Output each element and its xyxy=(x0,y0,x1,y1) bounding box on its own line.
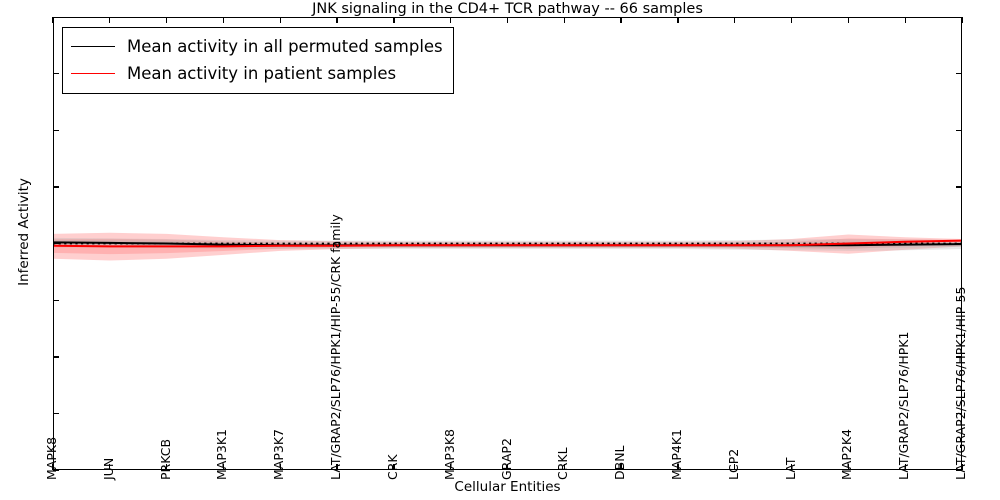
chart-legend: Mean activity in all permuted samples Me… xyxy=(62,27,454,94)
x-tick-mark xyxy=(961,17,963,23)
x-tick-mark xyxy=(734,17,736,23)
x-tick-mark xyxy=(336,17,338,23)
x-tick-mark xyxy=(109,17,111,23)
x-tick-mark xyxy=(904,17,906,23)
x-tick-mark xyxy=(563,17,565,23)
legend-item-patient: Mean activity in patient samples xyxy=(71,60,443,87)
x-tick-label: MAP2K4 xyxy=(839,429,855,480)
y-tick-mark xyxy=(956,16,962,18)
y-tick-mark xyxy=(956,412,962,415)
legend-swatch-patient-line xyxy=(71,73,115,74)
x-tick-label: LAT/GRAP2/SLP76/HPK1/HIP-55/CRK family xyxy=(328,214,344,480)
legend-item-permuted: Mean activity in all permuted samples xyxy=(71,33,443,60)
x-tick-label: CRK xyxy=(384,454,400,480)
x-tick-mark xyxy=(847,464,850,470)
y-tick-mark xyxy=(53,356,59,358)
x-tick-mark xyxy=(222,17,225,23)
x-tick-mark xyxy=(961,464,963,470)
y-tick-mark xyxy=(956,73,962,75)
x-tick-mark xyxy=(677,17,679,23)
x-tick-mark xyxy=(847,17,850,23)
x-tick-mark xyxy=(677,464,679,470)
x-tick-label: LAT/GRAP2/SLP76/HPK1/HIP-55 xyxy=(953,286,968,480)
legend-swatch-permuted-line xyxy=(71,46,115,47)
y-tick-mark xyxy=(956,299,962,301)
x-tick-mark xyxy=(336,464,338,470)
x-tick-label: LAT/GRAP2/SLP76/HPK1 xyxy=(896,331,912,480)
x-tick-label: LAT xyxy=(782,457,798,480)
y-tick-mark xyxy=(53,469,59,471)
x-tick-mark xyxy=(222,464,225,470)
y-tick-mark xyxy=(956,186,962,188)
x-tick-label: GRAP2 xyxy=(498,438,514,480)
x-tick-mark xyxy=(790,17,793,23)
x-tick-mark xyxy=(563,464,565,470)
chart-title: JNK signaling in the CD4+ TCR pathway --… xyxy=(312,0,703,17)
plot-area xyxy=(53,232,962,261)
y-tick-mark xyxy=(53,412,59,415)
x-tick-label: JUN xyxy=(100,457,116,480)
x-tick-label: DBNL xyxy=(612,445,628,480)
x-axis-label: Cellular Entities xyxy=(454,479,561,495)
y-tick-mark xyxy=(53,129,59,132)
x-tick-mark xyxy=(620,17,622,23)
x-tick-mark xyxy=(165,17,168,23)
x-tick-label: CRKL xyxy=(555,447,571,480)
x-tick-mark xyxy=(734,464,736,470)
x-tick-label: MAP4K1 xyxy=(668,429,684,480)
legend-label-patient: Mean activity in patient samples xyxy=(127,64,397,83)
y-tick-mark xyxy=(53,186,59,188)
y-tick-mark xyxy=(53,299,59,301)
x-tick-mark xyxy=(790,464,793,470)
x-tick-label: MAPK8 xyxy=(44,436,59,480)
y-tick-mark xyxy=(53,243,59,245)
x-tick-mark xyxy=(506,464,509,470)
x-tick-label: PRKCB xyxy=(157,438,173,480)
y-tick-mark xyxy=(53,73,59,75)
x-tick-mark xyxy=(904,464,906,470)
x-tick-mark xyxy=(506,17,509,23)
legend-label-permuted: Mean activity in all permuted samples xyxy=(127,37,443,56)
y-tick-mark xyxy=(956,356,962,358)
y-tick-mark xyxy=(956,243,962,245)
x-tick-mark xyxy=(620,464,622,470)
y-tick-mark xyxy=(53,16,59,18)
y-tick-mark xyxy=(956,129,962,132)
x-tick-mark xyxy=(393,17,395,23)
x-tick-label: MAP3K7 xyxy=(271,429,287,480)
x-tick-mark xyxy=(279,17,281,23)
x-tick-label: LCP2 xyxy=(725,448,741,480)
x-tick-mark xyxy=(450,17,452,23)
x-tick-mark xyxy=(450,464,452,470)
x-tick-label: MAP3K8 xyxy=(441,429,457,480)
x-tick-mark xyxy=(109,464,111,470)
x-tick-label: MAP3K1 xyxy=(214,429,230,480)
x-tick-mark xyxy=(52,464,54,470)
y-tick-mark xyxy=(956,469,962,471)
x-tick-mark xyxy=(165,464,168,470)
x-tick-mark xyxy=(52,17,54,23)
x-tick-mark xyxy=(393,464,395,470)
x-tick-mark xyxy=(279,464,281,470)
